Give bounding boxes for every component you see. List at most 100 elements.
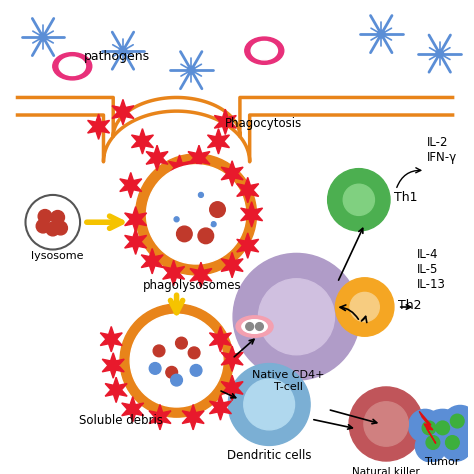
Circle shape (343, 184, 374, 215)
Polygon shape (210, 327, 231, 352)
Circle shape (174, 217, 179, 222)
Circle shape (246, 323, 254, 330)
Circle shape (426, 436, 440, 449)
Circle shape (422, 421, 436, 435)
Polygon shape (105, 377, 127, 402)
Polygon shape (146, 145, 168, 171)
Circle shape (153, 345, 165, 357)
Polygon shape (221, 375, 243, 401)
Circle shape (120, 304, 233, 417)
Text: Phagocytosis: Phagocytosis (225, 117, 302, 130)
Text: Soluble debris: Soluble debris (79, 414, 163, 427)
Text: IL-4
IL-5
IL-13: IL-4 IL-5 IL-13 (417, 247, 446, 291)
Circle shape (188, 347, 200, 359)
Ellipse shape (59, 57, 85, 75)
Circle shape (51, 210, 64, 224)
Circle shape (244, 379, 294, 430)
Circle shape (190, 365, 202, 376)
Polygon shape (221, 346, 243, 371)
Circle shape (336, 278, 394, 336)
Polygon shape (237, 233, 259, 258)
Circle shape (409, 410, 442, 443)
Ellipse shape (251, 41, 277, 60)
Polygon shape (237, 177, 259, 203)
Text: IL-2
IFN-γ: IL-2 IFN-γ (427, 136, 457, 164)
Circle shape (187, 66, 195, 74)
Polygon shape (120, 173, 142, 198)
Text: Tumor: Tumor (426, 457, 460, 467)
Circle shape (211, 222, 216, 227)
Circle shape (130, 314, 223, 407)
Circle shape (38, 210, 52, 223)
Ellipse shape (242, 319, 267, 333)
Polygon shape (125, 229, 146, 255)
Text: phagolysosomes: phagolysosomes (143, 279, 241, 292)
Polygon shape (100, 327, 122, 352)
Circle shape (175, 337, 187, 349)
Polygon shape (88, 114, 109, 139)
Circle shape (119, 47, 127, 55)
Circle shape (328, 169, 390, 231)
Text: Natural killer: Natural killer (352, 467, 420, 474)
Text: Native CD4+
T-cell: Native CD4+ T-cell (253, 370, 325, 392)
Circle shape (415, 431, 447, 462)
Polygon shape (182, 404, 204, 430)
Circle shape (350, 292, 379, 322)
Polygon shape (169, 155, 191, 180)
Polygon shape (122, 397, 144, 422)
Text: lysosome: lysosome (31, 251, 84, 261)
Circle shape (54, 221, 67, 235)
Polygon shape (210, 395, 231, 420)
Circle shape (443, 405, 474, 440)
Circle shape (258, 279, 335, 355)
Circle shape (233, 254, 360, 380)
Text: Th2: Th2 (398, 299, 421, 311)
Ellipse shape (236, 316, 273, 337)
Circle shape (450, 414, 464, 428)
Circle shape (39, 33, 47, 41)
Circle shape (436, 50, 444, 57)
Circle shape (377, 30, 385, 38)
Ellipse shape (187, 212, 215, 232)
Circle shape (421, 410, 464, 452)
Circle shape (146, 165, 246, 264)
Circle shape (46, 222, 60, 236)
Circle shape (228, 364, 310, 446)
Polygon shape (141, 248, 163, 274)
Circle shape (255, 323, 264, 330)
Circle shape (436, 421, 449, 435)
Polygon shape (241, 202, 263, 227)
Polygon shape (149, 404, 171, 430)
Polygon shape (125, 207, 146, 232)
Circle shape (177, 226, 192, 242)
Circle shape (446, 436, 459, 449)
Circle shape (26, 195, 80, 249)
Polygon shape (131, 128, 154, 154)
Polygon shape (163, 260, 184, 285)
Circle shape (36, 219, 50, 233)
Text: pathogens: pathogens (84, 50, 150, 64)
Circle shape (349, 387, 423, 461)
Ellipse shape (53, 53, 92, 80)
Polygon shape (102, 353, 124, 378)
Polygon shape (214, 109, 236, 135)
Polygon shape (419, 411, 436, 444)
Polygon shape (208, 128, 229, 154)
Polygon shape (112, 100, 134, 125)
Circle shape (198, 228, 214, 244)
Circle shape (149, 363, 161, 374)
Circle shape (166, 366, 178, 378)
Ellipse shape (245, 37, 284, 64)
Circle shape (136, 154, 256, 275)
Polygon shape (221, 161, 243, 186)
Ellipse shape (191, 216, 210, 229)
Circle shape (441, 430, 472, 461)
Circle shape (199, 192, 203, 197)
Circle shape (364, 402, 408, 446)
Circle shape (171, 374, 182, 386)
Text: Dendritic cells: Dendritic cells (227, 449, 311, 462)
Polygon shape (221, 253, 243, 278)
Polygon shape (190, 262, 212, 288)
Polygon shape (188, 145, 210, 171)
Circle shape (210, 202, 225, 218)
